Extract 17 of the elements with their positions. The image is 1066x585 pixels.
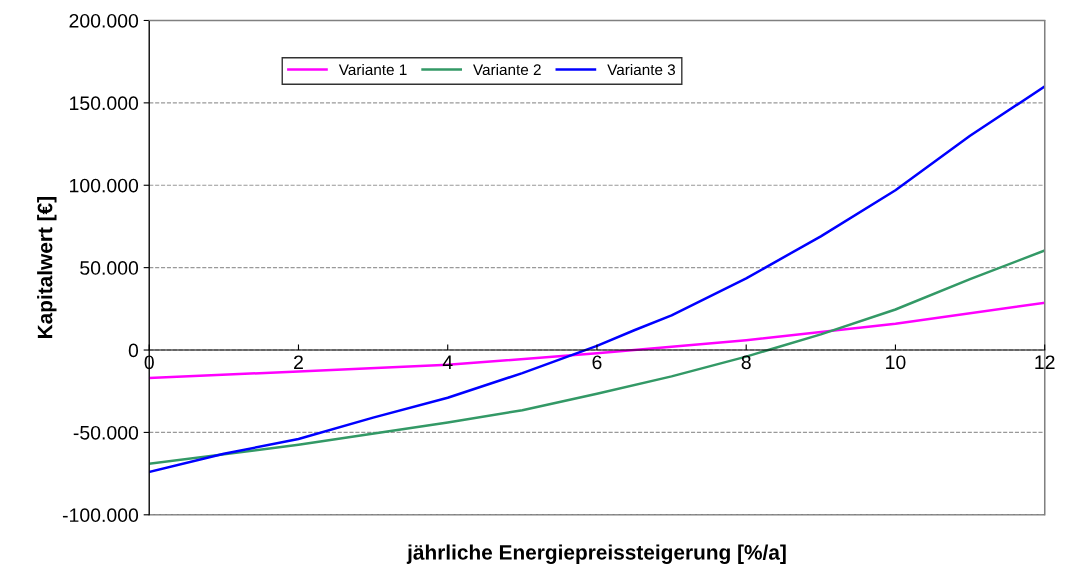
y-tick-label: -50.000 (73, 425, 139, 440)
y-tick-label: 0 (128, 343, 139, 358)
legend-label: Variante 3 (607, 63, 676, 76)
x-axis-title: jährliche Energiepreissteigerung [%/a] (406, 544, 786, 564)
y-tick-label: 50.000 (80, 261, 139, 275)
x-tick-label: 8 (741, 355, 751, 370)
x-tick-label: 10 (886, 355, 906, 370)
legend-label: Variante 1 (338, 63, 407, 76)
y-tick-label: 150.000 (70, 96, 139, 111)
x-tick-label: 12 (1035, 355, 1055, 369)
y-tick-label: -100.000 (62, 508, 139, 523)
y-axis-title: Kapitalwert [€] (37, 197, 57, 339)
legend-label: Variante 2 (473, 63, 541, 76)
y-tick-label: 100.000 (70, 178, 139, 193)
x-tick-label: 2 (294, 355, 303, 369)
x-tick-label: 6 (592, 355, 602, 370)
y-tick-label: 200.000 (69, 13, 139, 28)
